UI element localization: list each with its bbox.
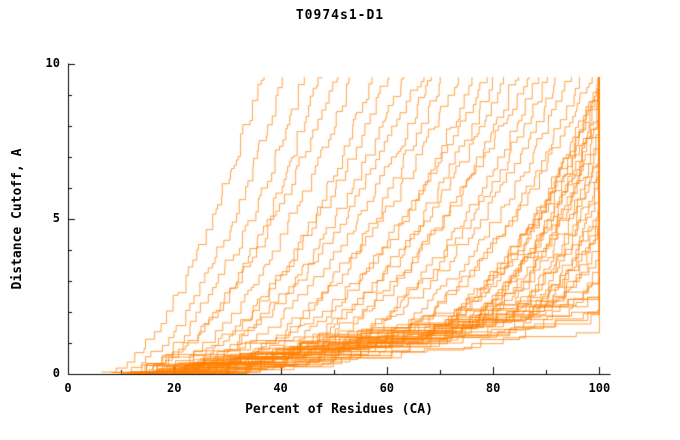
y-tick-label: 10 xyxy=(45,56,60,70)
x-axis-title: Percent of Residues (CA) xyxy=(245,402,433,417)
y-axis-title: Distance Cutoff, A xyxy=(10,148,25,290)
x-tick-label: 80 xyxy=(485,381,501,395)
x-tick-label: 0 xyxy=(64,381,72,395)
x-tick-label: 100 xyxy=(588,381,611,395)
x-tick-label: 60 xyxy=(379,381,395,395)
x-tick-label: 40 xyxy=(273,381,288,395)
y-tick-label: 5 xyxy=(52,211,60,225)
x-tick-label: 20 xyxy=(167,381,182,395)
chart-title: T0974s1-D1 xyxy=(295,8,385,23)
y-tick-label: 0 xyxy=(52,366,60,380)
